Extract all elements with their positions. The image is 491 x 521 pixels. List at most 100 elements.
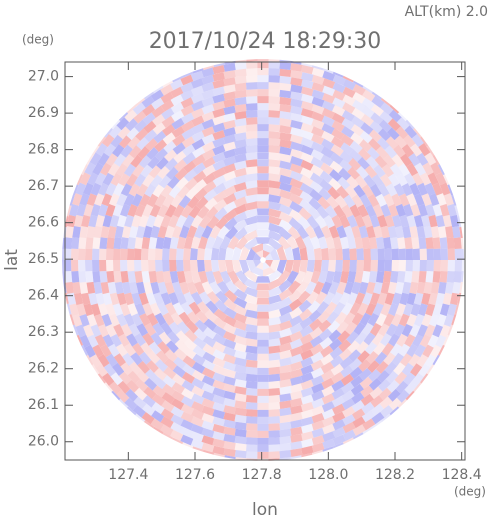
radar-cell xyxy=(151,402,165,415)
radar-cell xyxy=(79,172,91,186)
radar-cell xyxy=(104,128,113,138)
radar-cell xyxy=(190,214,203,229)
radar-cell xyxy=(150,89,164,102)
radar-cell xyxy=(321,281,332,295)
radar-cell xyxy=(170,86,184,98)
radar-cell xyxy=(257,325,269,333)
radar-cell xyxy=(344,321,358,335)
radar-cell xyxy=(244,302,258,312)
radar-cell xyxy=(311,74,325,85)
radar-cell xyxy=(268,201,282,211)
radar-cell xyxy=(371,412,385,425)
radar-cell xyxy=(153,85,164,94)
radar-cell xyxy=(354,214,366,228)
radar-cell xyxy=(311,442,325,453)
radar-cell xyxy=(369,120,383,134)
radar-cell xyxy=(109,292,120,306)
radar-cell xyxy=(300,108,314,118)
radar-cell xyxy=(290,84,303,94)
radar-cell xyxy=(126,127,140,141)
radar-cell xyxy=(213,308,227,322)
radar-cell xyxy=(256,304,270,312)
radar-cell xyxy=(445,226,454,239)
radar-cell xyxy=(191,377,205,390)
radar-cell xyxy=(290,346,303,357)
radar-cell xyxy=(290,77,303,87)
radar-cell xyxy=(217,225,230,240)
radar-cell xyxy=(278,235,291,250)
y-tick-label: 26.1 xyxy=(28,397,59,413)
radar-cell xyxy=(279,182,293,192)
radar-cell xyxy=(69,194,75,206)
chart-title: 2017/10/24 18:29:30 xyxy=(149,29,382,54)
radar-cell xyxy=(246,59,258,62)
radar-cell xyxy=(451,314,457,326)
radar-cell xyxy=(331,291,343,306)
radar-cell xyxy=(234,68,247,77)
radar-cell xyxy=(223,390,236,401)
radar-cell xyxy=(233,320,247,331)
radar-cell xyxy=(383,313,395,327)
radar-cell xyxy=(101,193,112,207)
radar-cell xyxy=(223,105,236,115)
radar-cell xyxy=(206,215,220,229)
radar-cell xyxy=(190,70,204,82)
radar-cell xyxy=(113,183,125,197)
radar-cell xyxy=(183,214,195,229)
radar-cell xyxy=(168,185,182,199)
radar-cell xyxy=(93,281,103,295)
radar-cell xyxy=(311,133,325,145)
radar-cell xyxy=(95,143,108,157)
radar-cell xyxy=(368,138,381,151)
radar-cell xyxy=(414,162,426,176)
radar-cell xyxy=(212,409,225,420)
radar-cell xyxy=(233,312,247,324)
radar-cell xyxy=(115,163,128,177)
radar-cell xyxy=(172,225,183,239)
radar-cell xyxy=(332,270,343,284)
radar-cell xyxy=(257,96,269,104)
radar-cell xyxy=(354,236,364,250)
radar-cell xyxy=(223,141,236,152)
radar-cell xyxy=(279,305,293,317)
radar-cell xyxy=(341,382,355,394)
radar-cell xyxy=(116,389,130,403)
radar-cell xyxy=(198,215,211,229)
radar-cell xyxy=(268,278,283,291)
radar-cell xyxy=(368,377,382,391)
radar-cell xyxy=(398,248,406,260)
radar-cell xyxy=(268,302,282,312)
radar-cell xyxy=(290,155,303,167)
radar-cell xyxy=(233,174,247,185)
radar-cell xyxy=(110,172,122,186)
radar-cell xyxy=(318,187,332,201)
radar-cell xyxy=(227,270,240,285)
radar-cell xyxy=(268,388,281,396)
radar-cell xyxy=(157,165,170,179)
radar-cell xyxy=(64,260,72,272)
radar-cell xyxy=(316,205,330,219)
radar-cell xyxy=(339,214,351,228)
radar-cell xyxy=(430,162,442,176)
radar-cell xyxy=(162,236,172,250)
radar-cell xyxy=(223,148,236,159)
radar-cell xyxy=(299,190,313,203)
radar-cell xyxy=(170,79,184,91)
radar-cell xyxy=(384,214,395,228)
radar-cell xyxy=(339,150,353,164)
radar-cell xyxy=(109,214,120,228)
radar-cell xyxy=(328,329,342,343)
radar-cell xyxy=(384,292,395,306)
radar-cell xyxy=(138,214,149,228)
radar-cell xyxy=(377,370,390,383)
radar-cell xyxy=(300,333,314,346)
radar-cell xyxy=(155,270,165,284)
radar-cell xyxy=(173,348,187,361)
radar-cell xyxy=(148,236,158,250)
radar-cell xyxy=(342,414,356,426)
radar-cell xyxy=(289,323,303,335)
radar-cell xyxy=(323,214,336,229)
radar-cell xyxy=(409,225,419,239)
radar-cell xyxy=(170,429,184,441)
radar-cell xyxy=(347,340,361,354)
